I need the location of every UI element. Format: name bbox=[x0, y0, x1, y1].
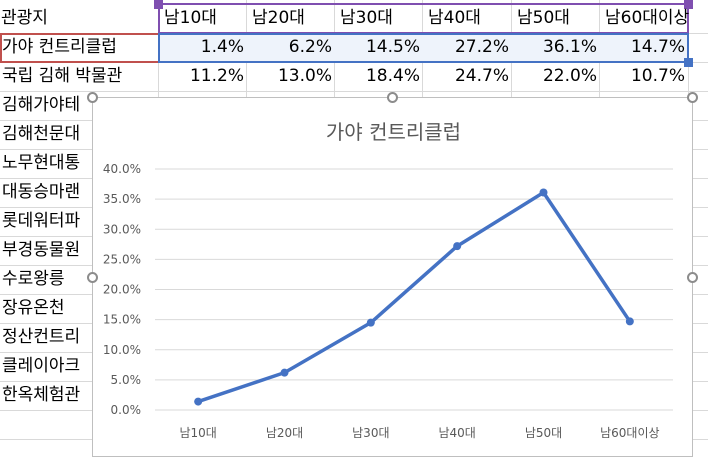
data-point bbox=[280, 368, 289, 377]
row-name-cell[interactable]: 클레이아크 bbox=[2, 356, 81, 376]
range-resize-handle[interactable] bbox=[154, 0, 163, 9]
data-point bbox=[625, 317, 634, 326]
data-cell[interactable]: 14.7% bbox=[630, 37, 685, 57]
data-point bbox=[194, 397, 203, 406]
y-tick-label: 10.0% bbox=[103, 343, 141, 357]
x-tick-label: 남20대 bbox=[266, 426, 303, 440]
data-cell[interactable]: 22.0% bbox=[542, 66, 597, 86]
data-cell[interactable]: 36.1% bbox=[542, 37, 597, 57]
series-line bbox=[197, 190, 632, 404]
header-cell-남60대이상[interactable]: 남60대이상 bbox=[605, 8, 689, 28]
header-cell-남40대[interactable]: 남40대 bbox=[428, 8, 481, 28]
data-cell[interactable]: 27.2% bbox=[454, 37, 509, 57]
y-tick-label: 15.0% bbox=[103, 313, 141, 327]
row-name-cell[interactable]: 부경동물원 bbox=[2, 240, 81, 260]
y-tick-label: 30.0% bbox=[103, 222, 141, 236]
row-name-cell[interactable]: 김해천문대 bbox=[2, 124, 81, 144]
x-tick-label: 남40대 bbox=[438, 426, 475, 440]
y-tick-label: 0.0% bbox=[111, 403, 142, 417]
data-cell[interactable]: 13.0% bbox=[277, 66, 332, 86]
row-name-cell[interactable]: 노무현대통 bbox=[2, 153, 81, 173]
row-name-cell[interactable]: 김해가야테 bbox=[2, 95, 81, 115]
y-tick-label: 5.0% bbox=[111, 373, 142, 387]
row-divider bbox=[0, 91, 708, 92]
chart-resize-handle[interactable] bbox=[687, 92, 698, 103]
row-name-cell[interactable]: 대동승마랜 bbox=[2, 182, 81, 202]
chart-title[interactable]: 가야 컨트리클럽 bbox=[325, 120, 462, 144]
header-cell-label[interactable]: 관광지 bbox=[1, 8, 48, 28]
header-cell-남10대[interactable]: 남10대 bbox=[164, 8, 217, 28]
data-cell[interactable]: 24.7% bbox=[454, 66, 509, 86]
y-tick-label: 20.0% bbox=[103, 283, 141, 297]
y-tick-label: 25.0% bbox=[103, 252, 141, 266]
header-cell-남50대[interactable]: 남50대 bbox=[517, 8, 570, 28]
row-name-cell[interactable]: 수로왕릉 bbox=[2, 269, 65, 289]
data-cell[interactable]: 1.4% bbox=[200, 37, 244, 57]
x-tick-label: 남60대이상 bbox=[600, 426, 659, 440]
x-tick-label: 남50대 bbox=[525, 426, 562, 440]
chart-resize-handle[interactable] bbox=[387, 92, 398, 103]
data-cell[interactable]: 14.5% bbox=[365, 37, 420, 57]
chart-resize-handle[interactable] bbox=[87, 272, 98, 283]
data-point bbox=[539, 188, 548, 197]
data-cell[interactable]: 18.4% bbox=[365, 66, 420, 86]
row-name-cell[interactable]: 가야 컨트리클럽 bbox=[2, 37, 117, 57]
data-cell[interactable]: 6.2% bbox=[288, 37, 332, 57]
chart-plot-area: 0.0% 5.0% 10.0% 15.0% 20.0% 25.0% 30.0% 35.0% 40… bbox=[103, 162, 673, 440]
data-point bbox=[366, 318, 375, 327]
row-name-cell[interactable]: 장유온천 bbox=[2, 298, 65, 318]
range-resize-handle[interactable] bbox=[684, 0, 693, 9]
row-name-cell[interactable]: 롯데워터파 bbox=[2, 211, 81, 231]
series-values-highlight bbox=[158, 33, 689, 63]
line-chart[interactable]: 가야 컨트리클럽 0.0% 5.0% 10.0% 15.0% 20.0% 25.0% 30.… bbox=[92, 97, 693, 457]
row-name-cell[interactable]: 정산컨트리 bbox=[2, 327, 81, 347]
header-cell-남30대[interactable]: 남30대 bbox=[340, 8, 393, 28]
header-cell-남20대[interactable]: 남20대 bbox=[252, 8, 305, 28]
y-tick-label: 35.0% bbox=[103, 192, 141, 206]
x-tick-label: 남10대 bbox=[179, 426, 216, 440]
data-point bbox=[453, 242, 462, 251]
range-resize-handle[interactable] bbox=[684, 58, 693, 67]
chart-resize-handle[interactable] bbox=[687, 272, 698, 283]
data-cell[interactable]: 10.7% bbox=[630, 66, 685, 86]
row-name-cell[interactable]: 한옥체험관 bbox=[2, 385, 81, 405]
data-cell[interactable]: 11.2% bbox=[189, 66, 244, 86]
row-name-cell[interactable]: 국립 김해 박물관 bbox=[2, 66, 123, 86]
x-tick-label: 남30대 bbox=[352, 426, 389, 440]
chart-resize-handle[interactable] bbox=[87, 92, 98, 103]
y-tick-label: 40.0% bbox=[103, 162, 141, 176]
